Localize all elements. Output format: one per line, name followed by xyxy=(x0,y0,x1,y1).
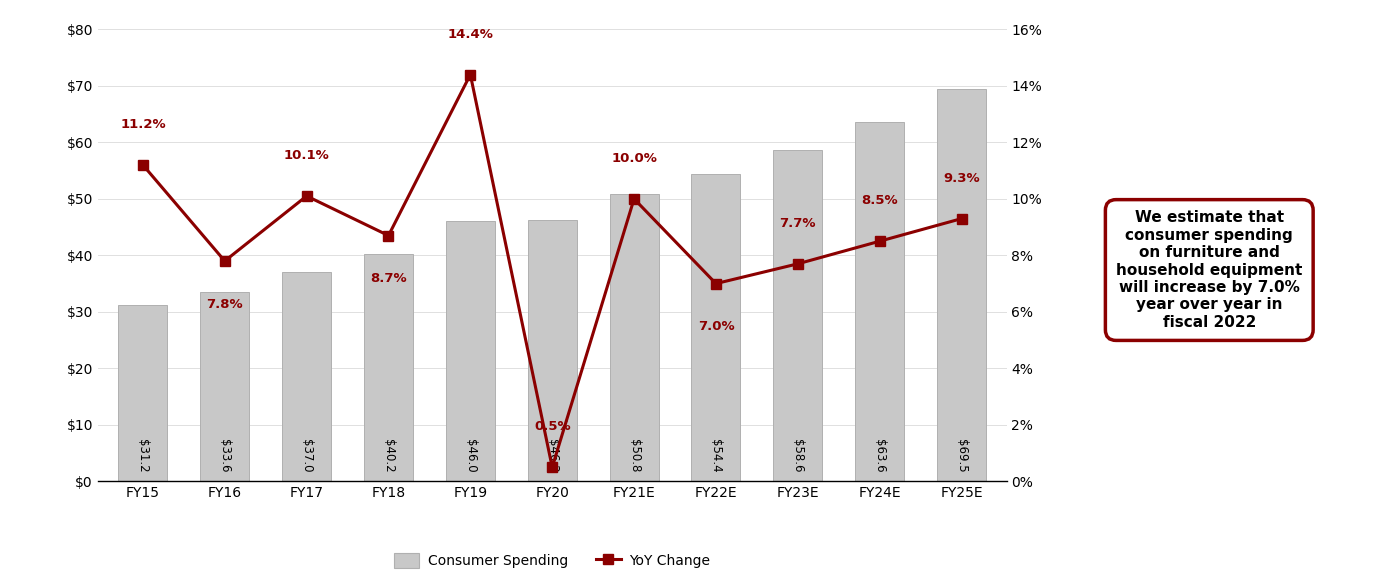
Text: $31.2: $31.2 xyxy=(137,439,150,473)
Text: $46.2: $46.2 xyxy=(545,439,559,473)
Text: 0.5%: 0.5% xyxy=(534,420,570,433)
Bar xyxy=(119,305,168,481)
Bar xyxy=(282,272,331,481)
Text: 7.7%: 7.7% xyxy=(780,217,816,230)
Text: 9.3%: 9.3% xyxy=(944,172,980,185)
Text: 10.1%: 10.1% xyxy=(284,149,330,162)
Text: 7.8%: 7.8% xyxy=(207,298,243,311)
Text: 11.2%: 11.2% xyxy=(120,118,166,131)
Bar xyxy=(773,150,822,481)
Text: $33.6: $33.6 xyxy=(218,439,231,473)
Text: $54.4: $54.4 xyxy=(709,439,723,473)
Bar xyxy=(692,174,741,481)
Text: $50.8: $50.8 xyxy=(628,440,640,473)
Bar xyxy=(937,89,986,481)
Text: $69.5: $69.5 xyxy=(955,439,967,473)
Text: $58.6: $58.6 xyxy=(791,439,804,473)
Text: $37.0: $37.0 xyxy=(301,439,313,473)
Text: 10.0%: 10.0% xyxy=(611,152,657,165)
Bar xyxy=(200,292,249,481)
Bar xyxy=(610,194,658,481)
Text: $63.6: $63.6 xyxy=(874,439,886,473)
Bar xyxy=(856,122,905,481)
Text: $40.2: $40.2 xyxy=(382,439,396,473)
Text: 8.5%: 8.5% xyxy=(861,194,898,207)
Legend: Consumer Spending, YoY Change: Consumer Spending, YoY Change xyxy=(389,548,716,574)
Bar xyxy=(446,221,495,481)
Bar xyxy=(527,220,577,481)
Text: We estimate that
consumer spending
on furniture and
household equipment
will inc: We estimate that consumer spending on fu… xyxy=(1116,210,1303,330)
Text: $46.0: $46.0 xyxy=(464,439,477,473)
Bar xyxy=(363,254,412,481)
Text: 8.7%: 8.7% xyxy=(370,272,407,285)
Text: 7.0%: 7.0% xyxy=(698,321,734,333)
Text: 14.4%: 14.4% xyxy=(447,28,493,41)
